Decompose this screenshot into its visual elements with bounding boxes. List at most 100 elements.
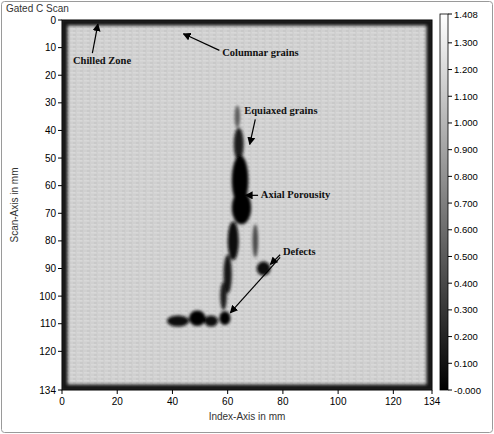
colorbar-tick — [448, 42, 452, 43]
y-tick — [58, 158, 62, 159]
defect-region — [257, 262, 271, 276]
annotation: Equiaxed grains — [244, 105, 317, 116]
defect-region — [253, 224, 259, 257]
x-axis-title: Index-Axis in mm — [209, 411, 286, 422]
colorbar-tick — [448, 96, 452, 97]
chart: Gated C Scan0204060801001201340102030405… — [0, 0, 494, 434]
y-tick-label: 120 — [39, 346, 56, 357]
x-tick-label: 100 — [330, 396, 347, 407]
y-tick-label: 0 — [50, 15, 56, 26]
x-tick — [172, 390, 173, 394]
x-tick — [282, 390, 283, 394]
y-tick — [58, 296, 62, 297]
y-axis-title: Scan-Axis in mm — [9, 167, 20, 242]
scan-background — [62, 20, 432, 390]
defect-region — [167, 315, 189, 326]
colorbar-tick-label: 0.400 — [454, 278, 478, 289]
y-tick-label: 100 — [39, 291, 56, 302]
y-tick-label: 80 — [45, 235, 57, 246]
colorbar — [440, 14, 448, 390]
y-tick — [58, 20, 62, 21]
x-tick-label: 120 — [385, 396, 402, 407]
colorbar-tick-label: 0.600 — [454, 224, 478, 235]
colorbar-tick — [448, 149, 452, 150]
colorbar-tick — [448, 229, 452, 230]
colorbar-tick — [448, 283, 452, 284]
specimen-edge — [64, 22, 430, 388]
x-tick-label: 80 — [277, 396, 289, 407]
x-tick-label: 0 — [59, 396, 65, 407]
y-tick-label: 60 — [45, 180, 57, 191]
y-tick — [58, 47, 62, 48]
annotation: Defects — [283, 246, 316, 257]
colorbar-tick-label: 1.300 — [454, 37, 478, 48]
plot-frame — [62, 20, 432, 390]
y-tick-label: 10 — [45, 42, 57, 53]
y-tick — [58, 390, 62, 391]
colorbar-tick-label: 1.100 — [454, 91, 478, 102]
plot-area — [62, 20, 432, 390]
y-tick — [58, 351, 62, 352]
colorbar-tick — [448, 203, 452, 204]
colorbar-tick — [448, 14, 452, 15]
annotation-arrow — [92, 24, 98, 53]
x-tick-label: 20 — [112, 396, 124, 407]
y-tick — [58, 130, 62, 131]
annotation: Columnar grains — [222, 47, 299, 58]
y-tick-label: 110 — [40, 318, 56, 329]
x-tick-label: 60 — [222, 396, 234, 407]
annotation-arrow — [250, 119, 256, 144]
colorbar-tick-label: 0.300 — [454, 304, 478, 315]
defect-region — [220, 282, 227, 310]
colorbar-tick-label: 0.700 — [454, 198, 478, 209]
x-tick — [227, 390, 228, 394]
y-tick — [58, 102, 62, 103]
y-tick-label: 20 — [45, 70, 57, 81]
colorbar-tick-label: 0.200 — [454, 331, 478, 342]
defect-region — [189, 310, 206, 325]
defect-group — [167, 106, 271, 327]
x-tick — [117, 390, 118, 394]
y-tick-label: 134 — [39, 385, 56, 396]
colorbar-tick-label: 0.800 — [454, 171, 478, 182]
colorbar-tick — [448, 390, 452, 391]
colorbar-tick-label: 1.000 — [454, 117, 478, 128]
colorbar-tick — [448, 176, 452, 177]
y-tick — [58, 213, 62, 214]
annotation-arrow — [183, 34, 219, 51]
defect-region — [232, 191, 251, 224]
colorbar-tick — [448, 336, 452, 337]
y-tick — [58, 240, 62, 241]
x-tick — [62, 390, 63, 394]
colorbar-tick — [448, 256, 452, 257]
y-tick-label: 30 — [45, 97, 57, 108]
colorbar-tick-label: 1.200 — [454, 64, 478, 75]
colorbar-tick-label: 0.500 — [454, 251, 478, 262]
colorbar-tick — [448, 363, 452, 364]
colorbar-tick — [448, 69, 452, 70]
y-tick-label: 50 — [45, 153, 57, 164]
colorbar-tick-label: -0.000 — [454, 385, 481, 396]
colorbar-tick — [448, 122, 452, 123]
defect-region — [235, 106, 241, 128]
annotation: Chilled Zone — [73, 55, 131, 66]
x-tick-label: 40 — [167, 396, 179, 407]
grain-texture — [62, 20, 432, 390]
colorbar-tick-label: 1.408 — [454, 9, 478, 20]
x-tick — [432, 390, 433, 394]
x-tick-label: 134 — [424, 396, 441, 407]
annotation-arrow — [246, 195, 258, 196]
y-tick — [58, 75, 62, 76]
defect-region — [219, 311, 230, 325]
defect-region — [228, 222, 239, 261]
annotation: Axial Porousity — [261, 189, 331, 200]
colorbar-tick-label: 0.100 — [454, 358, 478, 369]
x-tick — [338, 390, 339, 394]
y-tick — [58, 185, 62, 186]
x-tick — [393, 390, 394, 394]
colorbar-tick — [448, 309, 452, 310]
y-tick-label: 90 — [45, 263, 57, 274]
y-tick — [58, 268, 62, 269]
annotation-arrow — [230, 257, 280, 312]
y-tick-label: 40 — [45, 125, 57, 136]
